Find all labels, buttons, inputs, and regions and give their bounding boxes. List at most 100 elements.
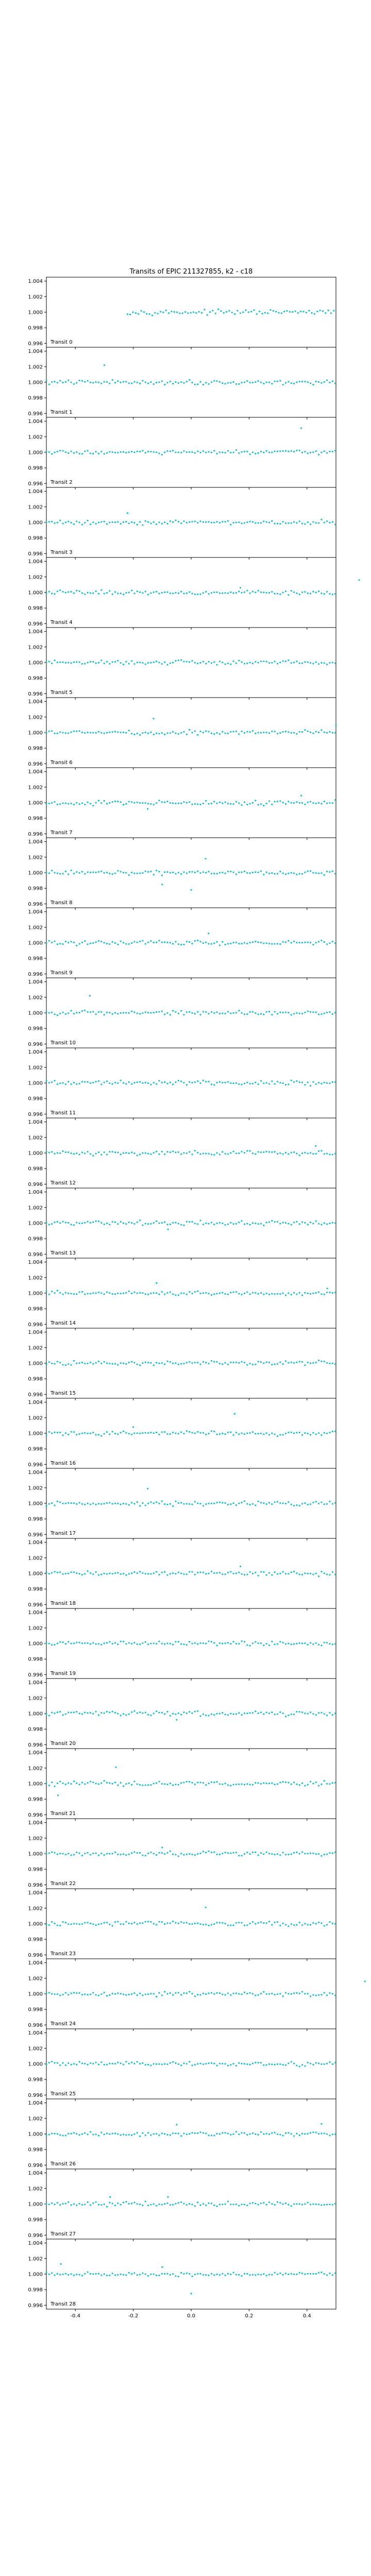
data-point — [304, 1432, 306, 1434]
data-point — [161, 2063, 163, 2065]
data-point — [315, 1923, 317, 1925]
data-point — [122, 1572, 125, 1575]
data-point — [213, 872, 215, 875]
y-tick-label: 0.998 — [28, 1587, 43, 1592]
data-point — [216, 1011, 218, 1013]
data-point — [153, 451, 155, 453]
data-point — [208, 1924, 210, 1926]
data-point — [158, 733, 160, 735]
data-point — [68, 379, 70, 381]
data-point — [76, 802, 78, 804]
data-point — [95, 2133, 97, 2136]
data-point — [183, 592, 185, 595]
data-point — [155, 2063, 158, 2065]
data-point — [317, 2062, 320, 2064]
data-point — [298, 1361, 300, 1363]
data-point — [147, 1784, 149, 1786]
data-point — [158, 1222, 160, 1224]
data-point — [48, 1224, 50, 1226]
data-point — [243, 1223, 246, 1225]
data-point — [271, 1293, 273, 1295]
data-point — [192, 311, 195, 313]
data-point — [163, 2273, 166, 2275]
data-point — [213, 1502, 215, 1504]
data-point — [92, 521, 94, 523]
data-point — [235, 1432, 237, 1434]
data-point — [117, 2133, 119, 2135]
data-point — [230, 451, 232, 454]
data-point — [282, 1011, 284, 1013]
data-point — [317, 1785, 320, 1787]
data-point — [284, 2273, 287, 2275]
data-point — [241, 2204, 243, 2206]
transit-label: Transit 21 — [50, 1811, 76, 1817]
data-point — [208, 803, 210, 805]
data-point — [307, 1503, 309, 1506]
data-point — [329, 802, 331, 804]
data-point — [194, 730, 196, 732]
data-point — [161, 1150, 163, 1153]
data-point — [284, 1222, 287, 1224]
data-point — [315, 872, 317, 874]
data-point — [197, 1710, 199, 1712]
data-point — [125, 872, 127, 874]
data-point — [276, 1921, 279, 1923]
data-point — [235, 1082, 237, 1084]
data-point — [268, 942, 271, 945]
data-point — [120, 523, 122, 525]
data-point — [177, 1294, 179, 1296]
data-point — [222, 2273, 224, 2275]
data-point — [282, 591, 284, 594]
data-point — [329, 1992, 331, 1994]
data-point — [189, 1711, 191, 1713]
data-point — [241, 1361, 243, 1363]
data-point — [257, 2133, 259, 2136]
data-point — [51, 2272, 53, 2274]
data-point — [59, 1292, 61, 1294]
data-point — [62, 1853, 64, 1855]
data-point — [120, 940, 122, 942]
data-point — [103, 1854, 105, 1856]
y-tick-label: 1.004 — [28, 419, 43, 425]
data-point — [51, 1781, 53, 1784]
data-point — [241, 1640, 243, 1642]
data-point — [111, 1992, 113, 1995]
data-point — [222, 1853, 224, 1855]
data-point — [130, 1151, 133, 1154]
data-point — [48, 1503, 50, 1505]
data-point — [100, 1083, 103, 1086]
data-point — [288, 381, 290, 383]
data-point — [251, 1784, 254, 1786]
data-point — [253, 309, 255, 311]
data-point — [257, 1293, 259, 1295]
data-point — [155, 732, 158, 734]
y-tick-label: 1.000 — [28, 1431, 43, 1437]
data-point — [183, 1573, 185, 1575]
data-point — [92, 2273, 94, 2275]
data-point — [197, 1223, 199, 1225]
data-point — [48, 383, 50, 385]
data-point — [130, 1711, 133, 1713]
data-point — [128, 382, 130, 384]
data-point — [97, 871, 100, 873]
data-point — [301, 1081, 303, 1083]
data-point — [218, 2062, 221, 2065]
data-point — [84, 1573, 86, 1575]
data-point — [153, 1853, 155, 1855]
data-point — [334, 1851, 336, 1853]
data-point — [106, 1011, 108, 1013]
data-point — [296, 1221, 298, 1223]
data-point — [161, 1222, 163, 1224]
data-point — [130, 801, 133, 803]
data-point — [97, 1994, 100, 1996]
data-point — [199, 1852, 201, 1854]
data-point — [250, 311, 252, 313]
data-point — [139, 872, 141, 874]
data-point — [257, 804, 259, 806]
data-point — [243, 2063, 246, 2065]
data-point — [315, 1153, 317, 1155]
data-point — [249, 1922, 251, 1925]
data-point — [251, 2132, 254, 2134]
